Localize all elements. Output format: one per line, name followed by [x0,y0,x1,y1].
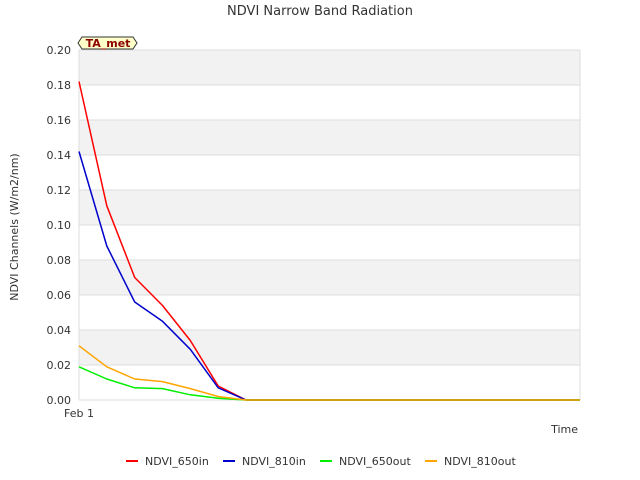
y-axis-label: NDVI Channels (W/m2/nm) [8,153,21,300]
legend-label: NDVI_810in [242,455,306,468]
x-tick-labels: Feb 1 [64,407,94,420]
series-line-ndvi-810out [78,345,580,401]
plot-band [79,330,580,365]
plot-bands [79,50,580,365]
series-line-ndvi-650out [78,366,580,401]
legend-item-ndvi-650out[interactable]: NDVI_650out [320,455,411,468]
x-axis-label: Time [550,423,578,436]
legend-item-ndvi-810in[interactable]: NDVI_810in [223,455,306,468]
grid-lines [78,49,581,401]
y-tick-label: 0.18 [47,79,72,92]
x-tick-label: Feb 1 [64,407,94,420]
y-tick-label: 0.06 [47,289,72,302]
legend-label: NDVI_650in [145,455,209,468]
y-tick-label: 0.02 [47,359,72,372]
y-tick-label: 0.10 [47,219,72,232]
plot-band [79,120,580,155]
plot-band [79,190,580,225]
annotation-label: TA_met [86,37,131,50]
y-tick-label: 0.14 [47,149,72,162]
ta-met-annotation: TA_met [77,36,138,50]
y-tick-label: 0.00 [47,394,72,407]
legend-label: NDVI_650out [339,455,411,468]
y-tick-label: 0.08 [47,254,72,267]
plot-band [79,260,580,295]
legend: NDVI_650in NDVI_810in NDVI_650out NDVI_810o… [126,455,516,468]
legend-item-ndvi-650in[interactable]: NDVI_650in [126,455,209,468]
plot-band [79,50,580,85]
series-lines [78,81,580,401]
y-tick-label: 0.04 [47,324,72,337]
legend-item-ndvi-810out[interactable]: NDVI_810out [425,455,516,468]
chart-title: NDVI Narrow Band Radiation [227,4,413,19]
y-tick-label: 0.12 [47,184,72,197]
y-tick-label: 0.16 [47,114,72,127]
y-tick-label: 0.20 [47,44,72,57]
legend-label: NDVI_810out [444,455,516,468]
y-tick-labels: 0.00 0.02 0.04 0.06 0.08 0.10 0.12 0.14 0.16 0.18… [47,44,72,407]
